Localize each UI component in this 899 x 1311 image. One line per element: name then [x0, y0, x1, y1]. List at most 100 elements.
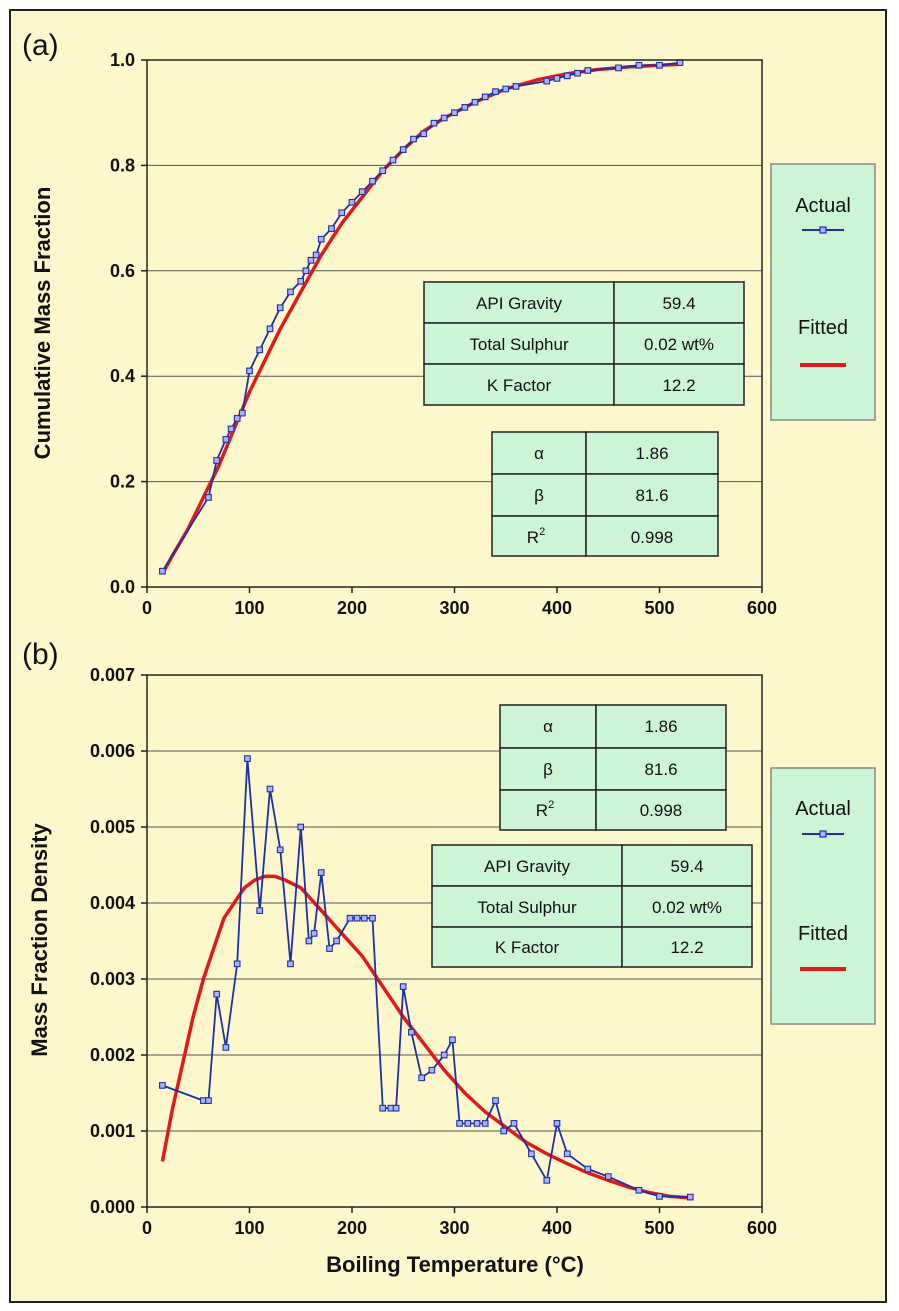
data-point-actual [430, 119, 438, 127]
y-tick-label: 0.4 [110, 366, 135, 386]
table-cell-text: 0.02 wt% [652, 898, 722, 917]
panel-a-properties-table: API Gravity 59.4 Total Sulphur 0.02 wt% … [423, 281, 745, 406]
data-point-actual [346, 914, 354, 922]
data-point-actual [440, 1051, 448, 1059]
x-tick-label: 400 [542, 1218, 572, 1238]
data-point-actual [276, 846, 284, 854]
table-cell-text: 81.6 [635, 486, 668, 505]
data-point-actual [256, 346, 264, 354]
data-point-actual [399, 146, 407, 153]
data-point-actual [464, 1120, 472, 1127]
table-cell [621, 885, 753, 928]
data-point-actual [471, 98, 479, 106]
y-tick-label: 0.004 [90, 893, 135, 913]
r-squared-superscript: 2 [539, 526, 545, 538]
panel-a-x-ticks: 0 100 200 300 400 500 600 [142, 587, 777, 618]
data-point-actual [584, 67, 592, 74]
panel-a-y-ticks: 0.0 0.2 0.4 0.6 0.8 1.0 [110, 50, 147, 597]
table-cell [613, 363, 745, 406]
data-point-actual [456, 1120, 463, 1127]
table-cell [621, 926, 753, 968]
data-point-actual [358, 188, 366, 196]
table-cell-text: 0.02 wt% [644, 335, 714, 354]
panel-b-fit-parameters-table: α 1.86 β 81.6 R2 0.998 [499, 704, 727, 831]
data-point-actual [481, 93, 489, 101]
panel-a-fit-parameters-table: α 1.86 β 81.6 R2 0.998 [491, 431, 719, 557]
data-point-actual [328, 225, 335, 232]
panel-b-legend-box [770, 767, 876, 1025]
data-point-actual [307, 256, 315, 264]
table-cell-text: Total Sulphur [477, 898, 577, 917]
y-tick-label: 0.003 [90, 969, 135, 989]
x-tick-label: 500 [644, 598, 674, 618]
data-point-actual [256, 907, 264, 914]
table-cell [595, 747, 727, 791]
y-tick-label: 0.001 [90, 1121, 135, 1141]
table-cell-text: R2 [536, 799, 554, 820]
data-point-actual [418, 1074, 426, 1082]
data-point-actual [500, 1127, 508, 1135]
table-cell [499, 789, 597, 831]
panel-b-x-ticks: 0 100 200 300 400 500 600 [142, 1207, 777, 1238]
data-point-actual [420, 130, 428, 138]
data-point-actual [326, 945, 333, 952]
table-cell-text: α [543, 717, 553, 736]
y-tick-label: 0.0 [110, 577, 135, 597]
data-point-actual [222, 436, 230, 443]
data-point-actual [348, 198, 356, 206]
data-point-actual [635, 61, 643, 69]
table-cell-text: API Gravity [484, 857, 570, 876]
legend-label-actual: Actual [795, 195, 851, 217]
panel-b-y-ticks: 0.000 0.001 0.002 0.003 0.004 0.005 0.006 0.007 [90, 665, 147, 1217]
data-point-actual [543, 1177, 551, 1184]
data-point-actual [584, 1165, 592, 1173]
data-point-actual [305, 937, 313, 945]
data-point-actual [392, 1104, 400, 1112]
data-point-actual [205, 494, 212, 501]
data-point-actual [233, 960, 241, 968]
data-point-actual [686, 1193, 694, 1201]
data-point-actual [502, 85, 510, 93]
panel-a-legend: Actual Fitted [770, 163, 876, 421]
data-point-actual [656, 61, 663, 69]
data-point-actual [159, 567, 166, 575]
panel-b-series [159, 755, 694, 1201]
panel-b-y-axis-title: Mass Fraction Density [27, 822, 52, 1056]
panel-a-series [159, 59, 684, 575]
data-point-actual [266, 785, 274, 793]
table-cell [621, 844, 753, 887]
data-point-actual [656, 1193, 663, 1200]
panel-b-legend: Actual Fitted [770, 767, 876, 1025]
x-tick-label: 500 [644, 1218, 674, 1238]
table-cell [431, 926, 623, 968]
y-tick-label: 0.007 [90, 665, 135, 685]
data-point-actual [353, 914, 361, 922]
data-point-actual [492, 88, 499, 95]
panel-a: (a) 0.0 0.2 0.4 0.6 0.8 1.0 0 100 200 300 400 500 6… [22, 29, 876, 618]
table-cell-text: β [543, 760, 553, 779]
x-tick-label: 300 [439, 598, 469, 618]
table-cell-text: 1.86 [644, 717, 677, 736]
data-point-actual [205, 1097, 212, 1104]
data-point-actual [244, 755, 251, 762]
x-tick-label: 300 [439, 1218, 469, 1238]
table-cell-text: 12.2 [662, 376, 695, 395]
panel-b-label: (b) [22, 638, 59, 671]
data-point-actual [317, 235, 325, 243]
data-point-actual [528, 1150, 535, 1158]
r-squared-superscript: 2 [548, 799, 554, 811]
data-point-actual [233, 415, 241, 422]
x-tick-label: 400 [542, 598, 572, 618]
series-line-fitted [160, 874, 691, 1200]
data-point-actual [399, 983, 407, 990]
y-tick-label: 0.8 [110, 155, 135, 175]
data-point-actual [428, 1066, 436, 1074]
table-cell [595, 789, 727, 831]
y-tick-label: 0.6 [110, 261, 135, 281]
figure-panel [9, 9, 887, 1303]
table-cell [499, 747, 597, 791]
table-cell-text: K Factor [487, 376, 552, 395]
data-point-actual [379, 1104, 387, 1112]
panel-b-x-axis-title: Boiling Temperature (°C) [326, 1252, 584, 1277]
table-cell [423, 363, 615, 406]
